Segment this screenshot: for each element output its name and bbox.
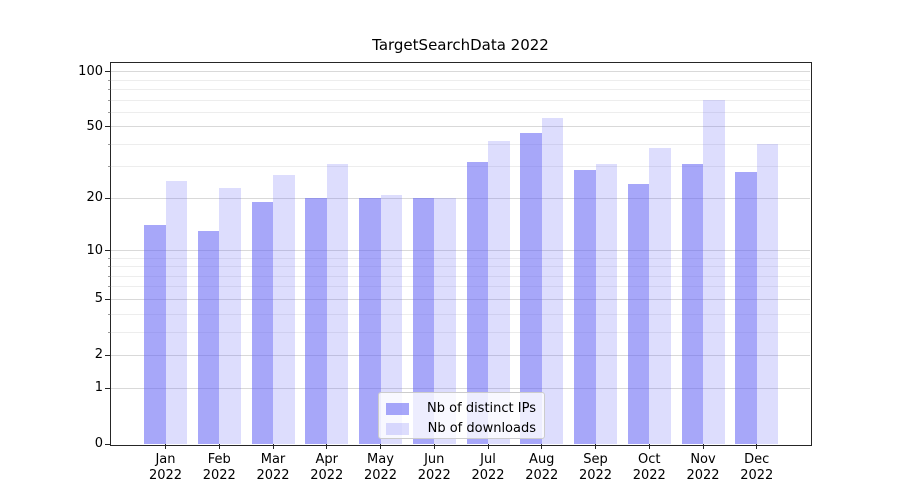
legend-swatch-distinct-ips [386, 403, 409, 415]
bar-downloads [165, 181, 187, 444]
y-axis-tick-label: 0 [94, 436, 103, 451]
bar-downloads [488, 140, 510, 444]
bar-distinct-ips [520, 133, 542, 444]
y-tick-mark-minor [108, 257, 111, 259]
y-gridline-minor [111, 79, 810, 81]
x-axis-tick-label: Oct 2022 [632, 452, 666, 483]
bar-downloads [380, 194, 402, 444]
x-tick-mark [165, 444, 166, 449]
bar-downloads [756, 144, 779, 444]
bar-distinct-ips [681, 164, 703, 444]
y-tick-mark-minor [108, 99, 111, 101]
bar-distinct-ips [466, 161, 488, 444]
bar-downloads [434, 198, 456, 444]
y-tick-mark [105, 443, 111, 445]
bar-downloads [541, 117, 564, 444]
bar-distinct-ips [359, 198, 381, 444]
x-tick-mark [702, 444, 704, 449]
y-tick-mark-minor [108, 111, 111, 113]
y-tick-mark-minor [108, 266, 111, 268]
x-tick-mark [272, 444, 274, 449]
y-tick-mark-minor [108, 79, 111, 81]
y-axis-tick-label: 5 [94, 291, 103, 307]
y-tick-mark [105, 126, 111, 128]
y-tick-mark [105, 354, 111, 356]
bar-downloads [649, 148, 671, 444]
bar-downloads [595, 164, 617, 444]
bar-distinct-ips [197, 231, 220, 444]
x-tick-mark [541, 444, 543, 449]
bar-downloads [703, 100, 725, 444]
y-tick-mark-minor [108, 88, 111, 90]
x-tick-mark [433, 444, 435, 449]
bar-downloads [326, 164, 349, 444]
x-axis-tick-label: Aug 2022 [525, 452, 559, 483]
x-tick-mark [218, 444, 220, 449]
y-gridline-minor [111, 88, 810, 90]
bar-distinct-ips [627, 184, 650, 444]
legend-row: Nb of downloads [386, 419, 536, 439]
y-tick-mark [105, 71, 111, 73]
bar-distinct-ips [144, 225, 166, 444]
y-axis-tick-label: 100 [78, 63, 103, 79]
y-tick-mark-minor [108, 331, 111, 333]
bar-downloads [219, 187, 241, 444]
y-axis-tick-label: 20 [86, 190, 103, 206]
x-axis-tick-label: Feb 2022 [202, 452, 236, 483]
y-tick-mark [105, 250, 111, 251]
legend-swatch-downloads [386, 423, 409, 435]
x-tick-mark [326, 444, 328, 449]
x-axis-tick-label: May 2022 [363, 452, 398, 483]
y-tick-mark-minor [108, 275, 111, 277]
x-tick-mark [648, 444, 650, 449]
y-tick-mark-minor [108, 143, 111, 145]
x-axis-tick-label: Nov 2022 [686, 452, 720, 483]
legend-label: Nb of distinct IPs [427, 401, 536, 416]
x-axis-tick-label: Jun 2022 [417, 452, 451, 483]
x-axis-tick-label: Sep 2022 [578, 452, 613, 483]
x-tick-mark [595, 444, 596, 449]
x-tick-mark [487, 444, 489, 449]
legend: Nb of distinct IPs Nb of downloads [378, 392, 545, 439]
x-axis-tick-label: Jul 2022 [471, 452, 505, 483]
bar-distinct-ips [251, 202, 273, 444]
y-tick-mark [105, 387, 111, 389]
legend-label: Nb of downloads [427, 421, 536, 436]
x-axis-tick-label: Apr 2022 [310, 452, 344, 483]
bar-distinct-ips [574, 169, 596, 444]
y-tick-mark-minor [108, 286, 111, 288]
x-axis-tick-label: Dec 2022 [740, 452, 774, 483]
legend-row: Nb of distinct IPs [386, 399, 536, 419]
bar-downloads [273, 175, 295, 444]
bar-distinct-ips [735, 172, 757, 444]
y-tick-mark [105, 298, 111, 300]
y-tick-mark-minor [108, 313, 111, 315]
chart-title: TargetSearchData 2022 [372, 36, 549, 54]
y-axis-tick-label: 1 [94, 380, 103, 396]
x-axis-tick-label: Jan 2022 [148, 452, 183, 483]
x-tick-mark [380, 444, 381, 449]
y-axis-tick-label: 10 [86, 242, 103, 258]
y-tick-mark [105, 197, 111, 199]
x-axis-tick-label: Mar 2022 [256, 452, 290, 483]
y-axis-tick-label: 2 [94, 347, 103, 363]
x-tick-mark [756, 444, 758, 449]
y-gridline [111, 71, 810, 73]
bar-distinct-ips [412, 198, 435, 444]
bar-distinct-ips [305, 198, 327, 444]
y-axis-tick-label: 50 [86, 118, 103, 134]
y-tick-mark-minor [108, 166, 111, 168]
